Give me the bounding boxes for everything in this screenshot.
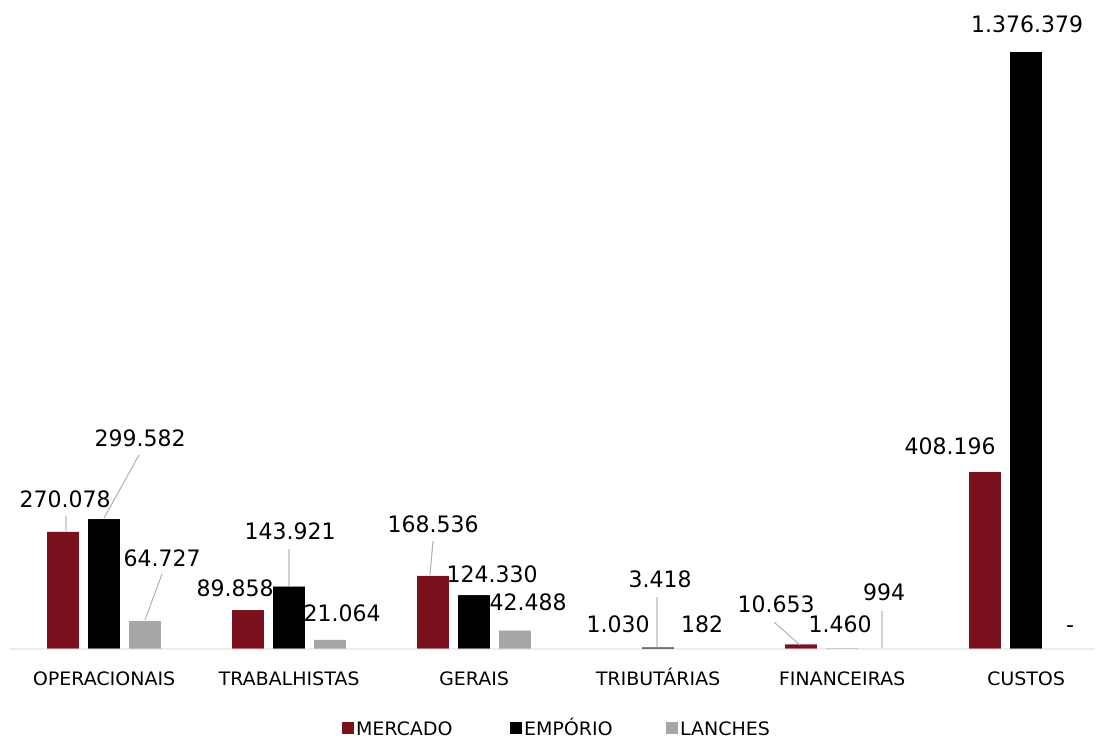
bar-lanches-trabalhistas <box>314 639 346 649</box>
bar-emporio-gerais <box>458 595 490 649</box>
legend-item-lanches: LANCHES <box>666 718 770 738</box>
leader-lines-layer <box>65 454 883 648</box>
legend-swatch-emporio <box>510 722 522 734</box>
data-label-lanches-custos: - <box>1066 613 1074 638</box>
data-label-emporio-trabalhistas: 143.921 <box>245 520 336 545</box>
legend-label-mercado: MERCADO <box>356 718 453 738</box>
leader-line-mercado-financeiras <box>773 621 801 646</box>
category-labels-layer: OPERACIONAIS TRABALHISTAS GERAIS TRIBUTÁRIA… <box>33 667 1065 690</box>
leader-line-emporio-operacionais <box>103 454 140 519</box>
bars-layer <box>47 52 1042 649</box>
bar-lanches-operacionais <box>129 620 161 649</box>
data-label-mercado-tributarias: 1.030 <box>587 613 650 638</box>
data-label-lanches-gerais: 42.488 <box>490 591 567 616</box>
category-label-operacionais: OPERACIONAIS <box>33 668 175 690</box>
legend-swatch-lanches <box>666 722 678 734</box>
data-label-lanches-operacionais: 64.727 <box>124 547 201 572</box>
bar-mercado-gerais <box>417 575 449 649</box>
leader-line-mercado-gerais <box>429 540 434 576</box>
data-label-mercado-financeiras: 10.653 <box>738 593 815 618</box>
legend: MERCADO EMPÓRIO LANCHES <box>342 716 770 738</box>
legend-label-lanches: LANCHES <box>680 718 770 738</box>
data-labels-layer: 270.078 299.582 64.727 89.858 143.921 21.064 1… <box>20 13 1083 638</box>
legend-item-mercado: MERCADO <box>342 718 453 738</box>
bar-mercado-custos <box>969 471 1001 649</box>
bar-mercado-trabalhistas <box>232 610 264 649</box>
data-label-lanches-trabalhistas: 21.064 <box>304 602 381 627</box>
data-label-lanches-tributarias: 182 <box>681 613 723 638</box>
category-label-tributarias: TRIBUTÁRIAS <box>595 667 720 690</box>
bar-emporio-tributarias <box>642 647 674 649</box>
leader-line-lanches-operacionais <box>144 573 163 621</box>
data-label-mercado-trabalhistas: 89.858 <box>197 577 274 602</box>
data-label-mercado-operacionais: 270.078 <box>20 488 111 513</box>
data-label-emporio-financeiras: 1.460 <box>809 613 872 638</box>
data-label-emporio-tributarias: 3.418 <box>629 568 692 593</box>
data-label-emporio-custos: 1.376.379 <box>971 13 1083 38</box>
bar-mercado-operacionais <box>47 531 79 649</box>
category-label-custos: CUSTOS <box>987 668 1065 690</box>
bar-emporio-trabalhistas <box>273 586 305 649</box>
bar-emporio-custos <box>1010 52 1042 649</box>
data-label-emporio-operacionais: 299.582 <box>95 427 186 452</box>
bar-lanches-gerais <box>499 630 531 649</box>
category-label-trabalhistas: TRABALHISTAS <box>218 668 360 690</box>
legend-label-emporio: EMPÓRIO <box>524 716 613 738</box>
data-label-mercado-custos: 408.196 <box>905 435 996 460</box>
category-label-gerais: GERAIS <box>439 668 509 690</box>
bar-emporio-operacionais <box>88 519 120 649</box>
data-label-mercado-gerais: 168.536 <box>388 513 479 538</box>
legend-swatch-mercado <box>342 722 354 734</box>
bar-mercado-financeiras <box>785 644 817 649</box>
category-label-financeiras: FINANCEIRAS <box>779 668 905 690</box>
legend-item-emporio: EMPÓRIO <box>510 716 613 738</box>
data-label-lanches-financeiras: 994 <box>863 581 905 606</box>
data-label-emporio-gerais: 124.330 <box>447 563 538 588</box>
